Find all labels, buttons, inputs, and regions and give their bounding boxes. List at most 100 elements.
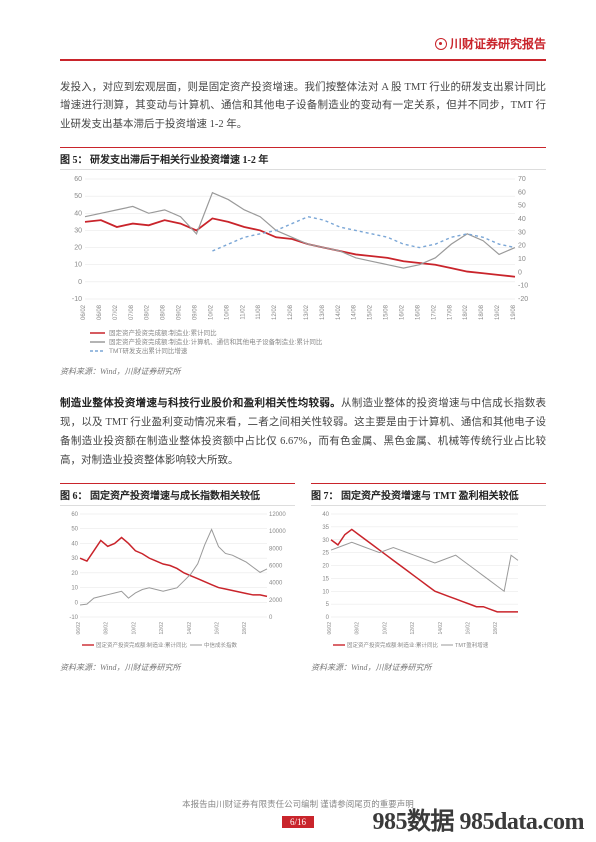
svg-text:-10: -10 — [518, 283, 528, 290]
svg-text:09/02: 09/02 — [177, 305, 183, 321]
svg-text:10: 10 — [74, 262, 82, 269]
svg-text:06/02: 06/02 — [76, 622, 82, 635]
svg-text:11/02: 11/02 — [240, 305, 246, 320]
svg-text:15: 15 — [322, 576, 329, 582]
figure-7-source: 资料来源：Wind，川财证券研究所 — [311, 662, 546, 673]
svg-text:4000: 4000 — [269, 580, 283, 586]
svg-text:30: 30 — [71, 556, 78, 562]
svg-text:14/08: 14/08 — [352, 305, 358, 321]
paragraph-2: 制造业整体投资增速与科技行业股价和盈利相关性均较弱。从制造业整体的投资增速与中信… — [60, 395, 546, 471]
svg-text:60: 60 — [71, 512, 78, 518]
svg-text:12000: 12000 — [269, 512, 286, 518]
svg-text:20: 20 — [322, 563, 329, 569]
svg-text:12/08: 12/08 — [288, 305, 294, 321]
svg-text:12/02: 12/02 — [159, 622, 165, 635]
figure-6-title: 固定资产投资增速与成长指数相关较低 — [90, 491, 260, 502]
svg-text:-10: -10 — [69, 615, 78, 621]
figure-5-title: 研发支出滞后于相关行业投资增速 1-2 年 — [90, 155, 268, 166]
figure-5-header: 图 5： 研发支出滞后于相关行业投资增速 1-2 年 — [60, 147, 546, 170]
report-header: 川财证券研究报告 — [60, 35, 546, 61]
svg-text:08/02: 08/02 — [104, 622, 110, 635]
page-number: 6/16 — [282, 816, 314, 828]
svg-text:固定资产投资完成额:制造业:累计同比: 固定资产投资完成额:制造业:累计同比 — [347, 641, 439, 649]
svg-text:-20: -20 — [518, 296, 528, 303]
svg-text:0: 0 — [269, 615, 273, 621]
svg-text:19/02: 19/02 — [495, 305, 501, 321]
svg-text:16/02: 16/02 — [400, 305, 406, 321]
svg-text:40: 40 — [322, 512, 329, 518]
svg-text:19/08: 19/08 — [511, 305, 517, 321]
figure-7-title: 固定资产投资增速与 TMT 盈利相关较低 — [341, 491, 519, 502]
svg-text:8000: 8000 — [269, 546, 283, 552]
svg-text:35: 35 — [322, 525, 329, 531]
svg-text:15/02: 15/02 — [368, 305, 374, 321]
svg-text:TMT研发支出累计同比增速: TMT研发支出累计同比增速 — [109, 346, 188, 355]
svg-text:10/02: 10/02 — [208, 305, 214, 321]
svg-text:40: 40 — [71, 541, 78, 547]
svg-text:10/08: 10/08 — [224, 305, 230, 321]
svg-text:30: 30 — [518, 230, 526, 237]
brand-name: 川财证券研究报告 — [450, 35, 546, 52]
svg-text:07/02: 07/02 — [113, 305, 119, 321]
svg-text:中信成长指数: 中信成长指数 — [204, 641, 238, 649]
svg-text:10/02: 10/02 — [382, 622, 388, 635]
figure-6-header: 图 6： 固定资产投资增速与成长指数相关较低 — [60, 483, 295, 506]
svg-text:12/02: 12/02 — [272, 305, 278, 321]
svg-text:16/02: 16/02 — [466, 622, 472, 635]
svg-text:16/02: 16/02 — [215, 622, 221, 635]
svg-text:固定资产投资完成额:制造业:累计同比: 固定资产投资完成额:制造业:累计同比 — [96, 641, 188, 649]
svg-text:10: 10 — [71, 585, 78, 591]
svg-text:11/08: 11/08 — [256, 305, 262, 320]
svg-text:13/08: 13/08 — [320, 305, 326, 321]
brand-icon — [435, 38, 447, 50]
svg-text:18/02: 18/02 — [493, 622, 499, 635]
svg-text:0: 0 — [78, 279, 82, 286]
svg-text:60: 60 — [74, 176, 82, 183]
svg-text:0: 0 — [518, 270, 522, 277]
svg-text:固定资产投资完成额:制造业:累计同比: 固定资产投资完成额:制造业:累计同比 — [109, 328, 217, 337]
svg-text:17/02: 17/02 — [431, 305, 437, 321]
svg-text:10/02: 10/02 — [131, 622, 137, 635]
figure-6-source: 资料来源：Wind，川财证券研究所 — [60, 662, 295, 673]
svg-text:14/02: 14/02 — [336, 305, 342, 321]
figure-7-header: 图 7： 固定资产投资增速与 TMT 盈利相关较低 — [311, 483, 546, 506]
svg-text:15/08: 15/08 — [384, 305, 390, 321]
figure-7-label: 图 7： — [311, 491, 339, 502]
svg-text:50: 50 — [518, 203, 526, 210]
svg-text:40: 40 — [74, 210, 82, 217]
paragraph-1: 发投入，对应到宏观层面，则是固定资产投资增速。我们按整体法对 A 股 TMT 行… — [60, 79, 546, 136]
figure-5-label: 图 5： — [60, 155, 88, 166]
figure-5-source: 资料来源：Wind，川财证券研究所 — [60, 366, 546, 377]
svg-text:06/08: 06/08 — [97, 305, 103, 321]
svg-text:20: 20 — [74, 245, 82, 252]
svg-text:0: 0 — [75, 600, 79, 606]
svg-text:25: 25 — [322, 550, 329, 556]
svg-text:-10: -10 — [72, 296, 82, 303]
svg-text:14/02: 14/02 — [438, 622, 444, 635]
watermark-text: 985数据 985data.com — [373, 809, 584, 835]
svg-text:10: 10 — [322, 589, 329, 595]
svg-text:10: 10 — [518, 256, 526, 263]
svg-text:20: 20 — [71, 571, 78, 577]
svg-text:16/08: 16/08 — [415, 305, 421, 321]
figure-6-chart: -10 0 10 20 30 40 50 60 0 2000 4000 6000 8000 10000 12… — [60, 510, 292, 655]
svg-text:2000: 2000 — [269, 598, 283, 604]
svg-text:06/02: 06/02 — [327, 622, 333, 635]
svg-text:14/02: 14/02 — [187, 622, 193, 635]
svg-text:60: 60 — [518, 190, 526, 197]
figure-6-label: 图 6： — [60, 491, 88, 502]
svg-text:70: 70 — [518, 176, 526, 183]
svg-text:50: 50 — [74, 193, 82, 200]
svg-text:5: 5 — [326, 602, 330, 608]
svg-text:18/08: 18/08 — [479, 305, 485, 321]
svg-text:6000: 6000 — [269, 563, 283, 569]
svg-text:10000: 10000 — [269, 529, 286, 535]
svg-text:30: 30 — [74, 228, 82, 235]
svg-text:0: 0 — [326, 615, 330, 621]
svg-text:18/02: 18/02 — [242, 622, 248, 635]
svg-text:40: 40 — [518, 216, 526, 223]
svg-text:50: 50 — [71, 526, 78, 532]
svg-text:17/08: 17/08 — [447, 305, 453, 321]
svg-text:08/02: 08/02 — [145, 305, 151, 321]
figure-5-chart: -100102030405060-20-1001020304050607006/… — [60, 174, 546, 359]
